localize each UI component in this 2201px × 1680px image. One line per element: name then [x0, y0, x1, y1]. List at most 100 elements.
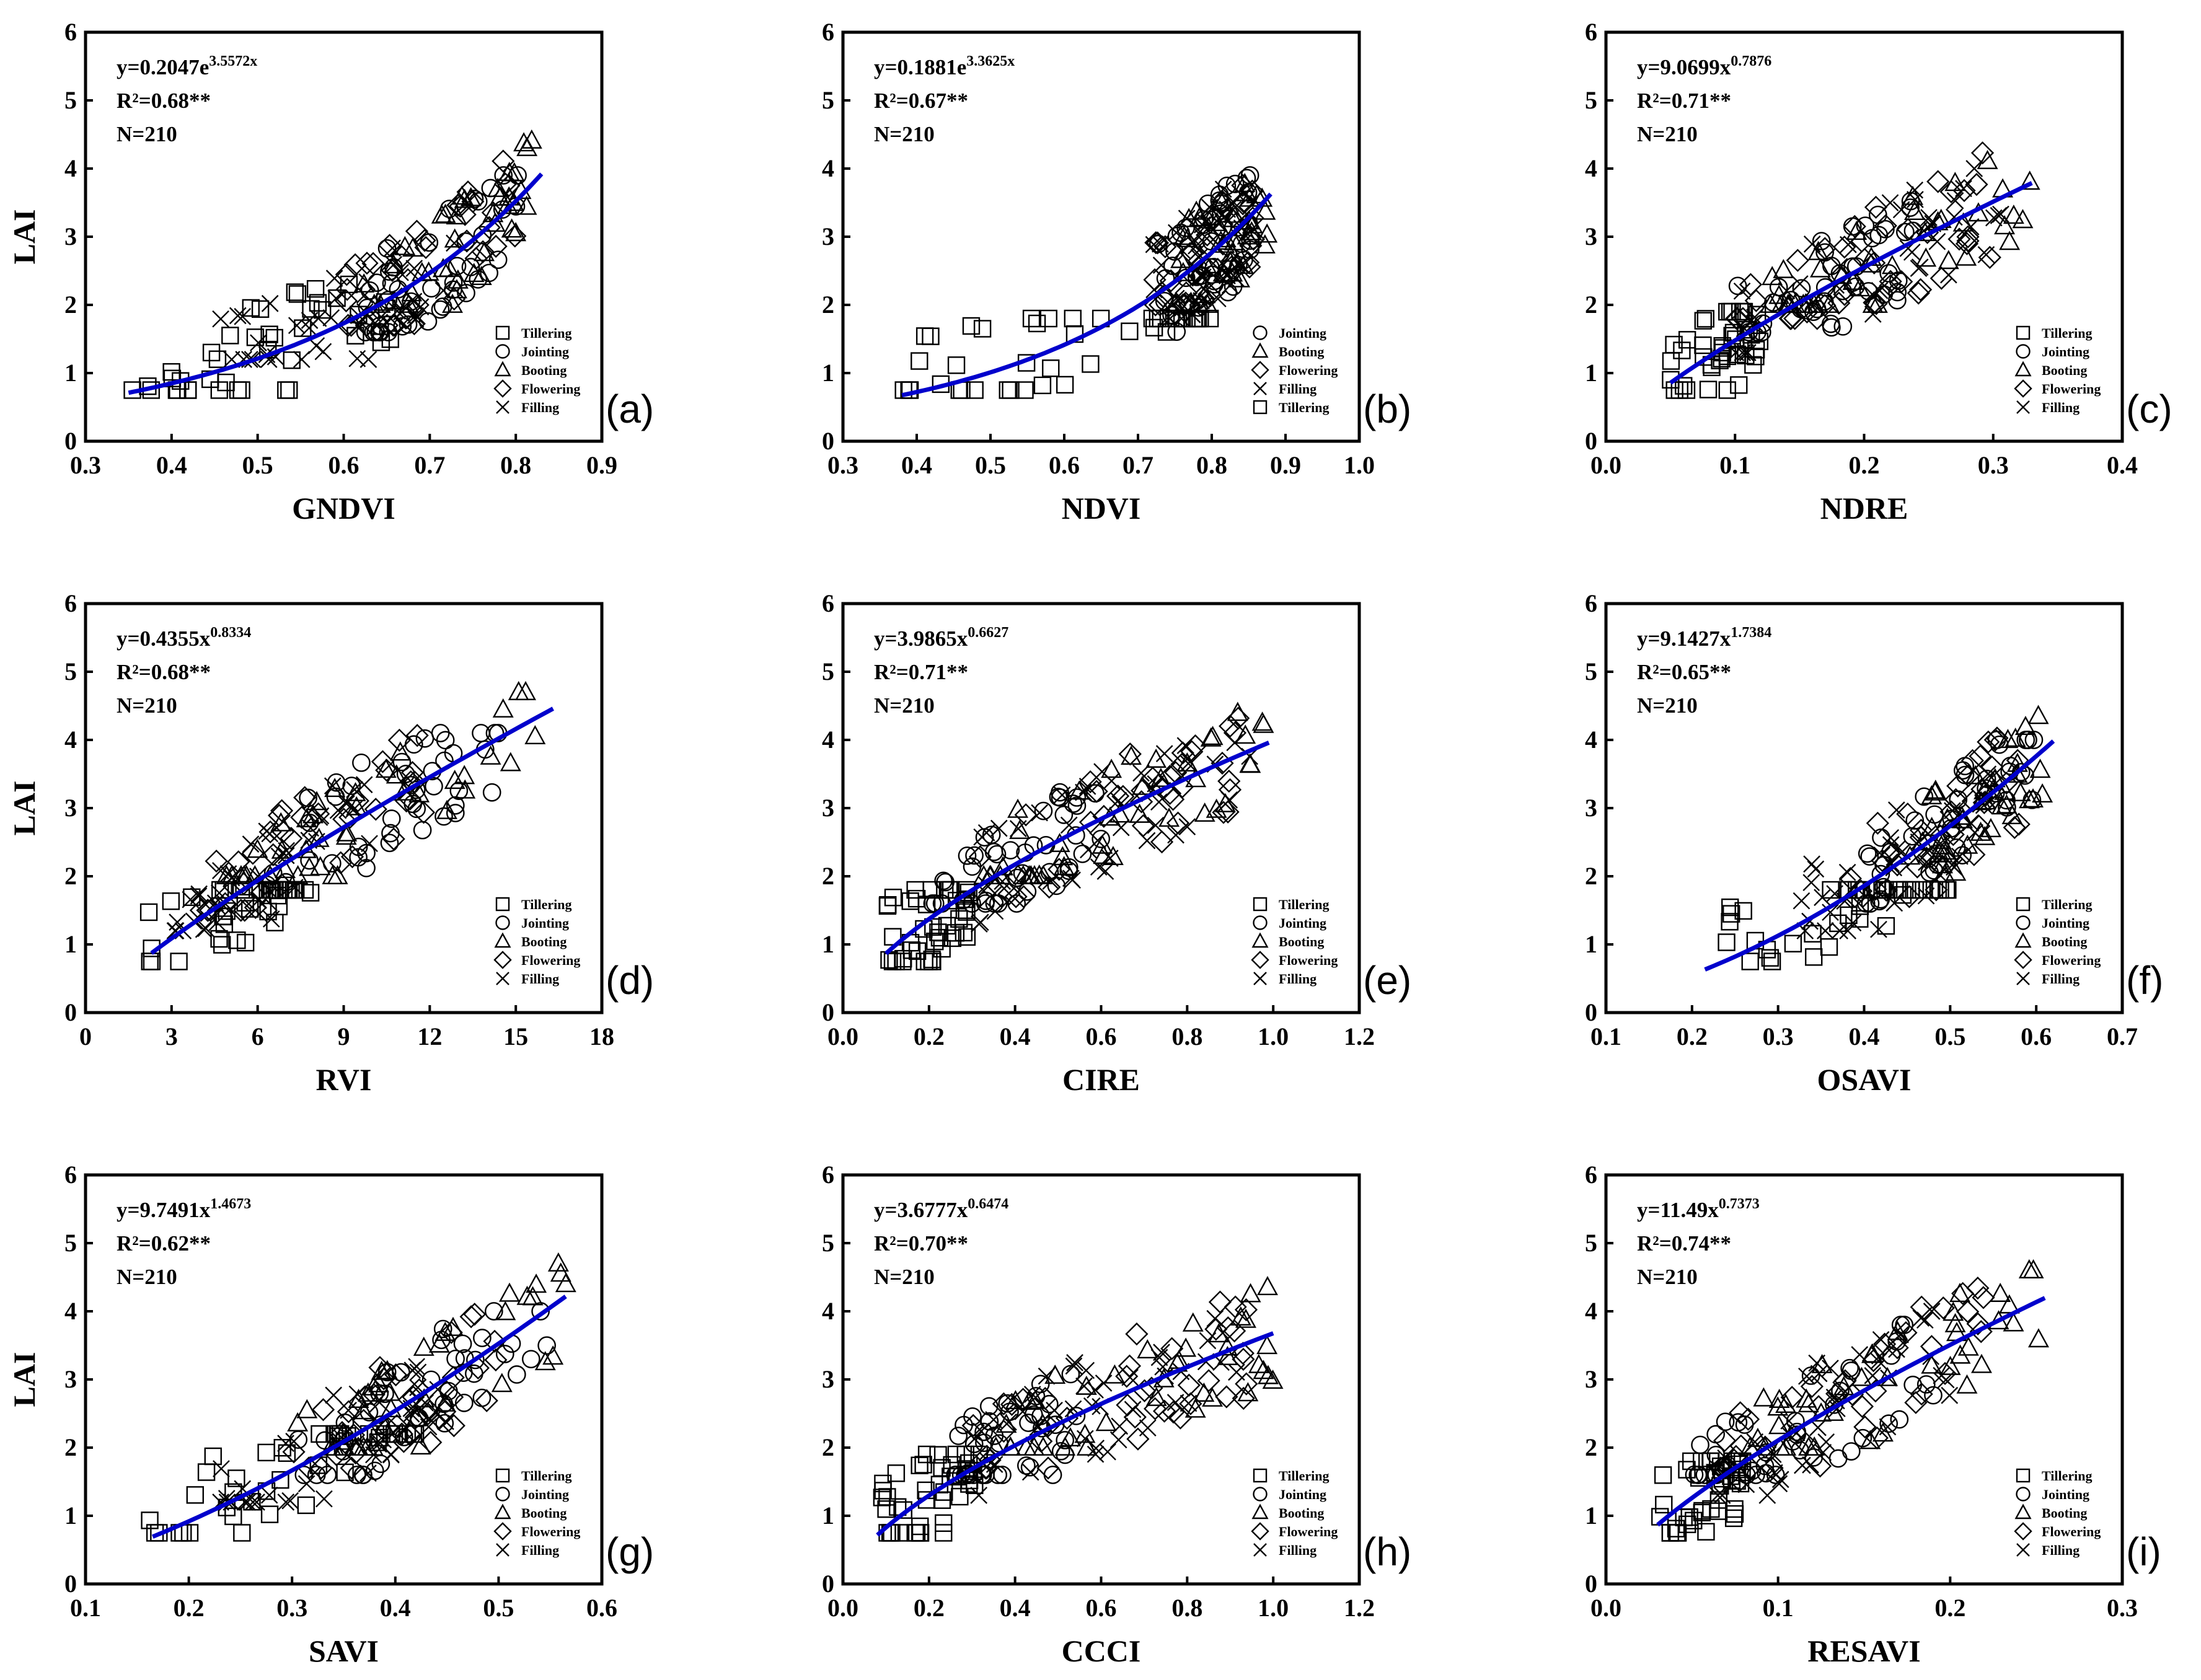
- data-point-filling: [1193, 292, 1210, 310]
- data-point-jointing: [300, 851, 319, 870]
- data-point-filling: [1150, 1348, 1168, 1366]
- data-point-tillering: [251, 300, 270, 318]
- legend-marker-flowering: [493, 379, 512, 398]
- data-point-filling: [1780, 1412, 1798, 1430]
- x-tick-label: 0.6: [329, 451, 359, 479]
- y-tick-label: 1: [64, 930, 77, 958]
- data-point-tillering: [1696, 310, 1714, 328]
- x-tick-label: 0.3: [827, 451, 858, 479]
- r-squared: R²=0.74**: [1637, 1231, 1731, 1256]
- data-point-filling: [277, 1493, 295, 1511]
- r-squared: R²=0.65**: [1637, 660, 1731, 684]
- data-point-filling: [1962, 814, 1980, 832]
- data-point-filling: [990, 819, 1008, 837]
- legend-label-filling: Filling: [521, 1542, 559, 1558]
- legend-label-jointing: Jointing: [1279, 1487, 1326, 1502]
- data-point-filling: [1109, 1431, 1127, 1449]
- legend-label-booting: Booting: [521, 1505, 567, 1521]
- legend-marker-flowering: [493, 951, 512, 969]
- x-tick-label: 0.1: [1590, 1023, 1621, 1050]
- data-point-filling: [437, 1412, 454, 1430]
- data-point-filling: [1791, 275, 1809, 292]
- data-point-filling: [286, 879, 304, 896]
- legend-label-tillering: Tillering: [1279, 897, 1330, 912]
- data-point-tillering: [311, 1425, 329, 1443]
- data-point-flowering: [1780, 1386, 1804, 1409]
- data-point-filling: [1176, 737, 1194, 755]
- data-point-flowering: [1995, 772, 2018, 795]
- data-point-booting: [1925, 780, 1946, 799]
- legend-marker-flowering: [1251, 1522, 1269, 1541]
- data-point-flowering: [1896, 802, 1920, 826]
- legend-label-tillering: Tillering: [1279, 400, 1330, 415]
- data-point-filling: [1191, 267, 1209, 284]
- data-point-booting: [1956, 246, 1977, 266]
- data-point-tillering: [260, 325, 278, 343]
- data-point-tillering: [210, 381, 228, 399]
- data-point-flowering: [344, 1441, 368, 1465]
- legend-label-flowering: Flowering: [521, 952, 580, 968]
- r-squared: R²=0.67**: [874, 89, 968, 113]
- data-point-booting: [1957, 1336, 1979, 1356]
- data-point-booting: [2022, 1259, 2044, 1278]
- data-point-flowering: [1125, 1322, 1149, 1346]
- data-point-jointing: [1019, 1414, 1038, 1432]
- data-point-filling: [234, 307, 252, 325]
- fit-equation: y=3.6777x0.6474: [874, 1196, 1008, 1222]
- data-point-filling: [248, 1493, 265, 1511]
- data-point-flowering: [1928, 824, 1952, 848]
- y-tick-label: 4: [1585, 726, 1597, 754]
- data-point-booting: [501, 218, 523, 238]
- data-point-filling: [1746, 1433, 1764, 1451]
- fit-equation-exponent: 0.6474: [968, 1196, 1008, 1212]
- x-tick-label: 0.7: [414, 451, 445, 479]
- data-point-booting: [500, 752, 521, 772]
- data-point-tillering: [186, 1486, 205, 1504]
- data-point-filling: [250, 334, 267, 352]
- data-point-filling: [359, 1464, 377, 1482]
- data-point-tillering: [924, 918, 942, 936]
- data-point-tillering: [162, 363, 180, 381]
- y-tick-label: 2: [822, 291, 834, 319]
- data-point-booting: [1768, 1415, 1789, 1435]
- y-tick-label: 4: [64, 1297, 77, 1325]
- data-point-jointing: [1695, 1466, 1714, 1484]
- data-point-booting: [428, 1333, 450, 1353]
- data-point-jointing: [444, 273, 463, 292]
- data-point-booting: [389, 741, 411, 761]
- data-point-flowering: [189, 899, 213, 922]
- data-point-filling: [1087, 1381, 1104, 1399]
- data-point-booting: [413, 1336, 434, 1356]
- scatter-points: [878, 701, 1274, 970]
- x-tick-label: 0.0: [827, 1594, 858, 1622]
- data-point-tillering: [260, 881, 279, 899]
- panel-label: (f): [2126, 958, 2163, 1003]
- data-point-flowering: [377, 234, 402, 257]
- y-tick-label: 0: [64, 998, 77, 1026]
- fit-curve: [876, 1331, 1274, 1537]
- data-point-tillering: [922, 327, 940, 345]
- data-point-booting: [1991, 795, 2013, 815]
- legend-label-jointing: Jointing: [1279, 915, 1326, 931]
- data-point-flowering: [1118, 742, 1142, 766]
- data-point-tillering: [306, 279, 325, 298]
- data-point-filling: [1727, 344, 1745, 361]
- data-point-jointing: [956, 1466, 974, 1484]
- data-point-tillering: [213, 936, 231, 954]
- data-point-flowering: [290, 806, 314, 829]
- data-point-flowering: [412, 801, 436, 824]
- sample-size: N=210: [117, 122, 177, 146]
- data-point-filling: [1771, 1471, 1789, 1489]
- x-tick-label: 0.8: [1196, 451, 1227, 479]
- data-point-booting: [1240, 1283, 1261, 1303]
- legend-marker-tillering: [2016, 325, 2031, 340]
- data-point-tillering: [1694, 312, 1712, 330]
- panel-label: (i): [2126, 1529, 2161, 1574]
- data-point-filling: [1830, 258, 1848, 275]
- data-point-tillering: [283, 351, 301, 369]
- y-tick-label: 4: [822, 726, 834, 754]
- data-point-filling: [1023, 1386, 1041, 1403]
- legend-marker-tillering: [1253, 1468, 1268, 1483]
- data-point-flowering: [1886, 1336, 1909, 1360]
- data-point-filling: [325, 1386, 343, 1404]
